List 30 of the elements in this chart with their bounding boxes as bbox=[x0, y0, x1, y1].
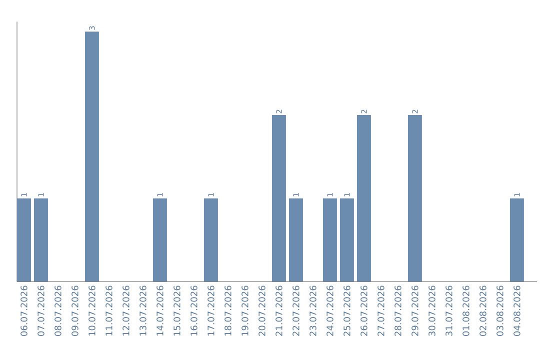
x-tick-label: 01.08.2026 bbox=[462, 286, 470, 336]
x-tick-label: 02.08.2026 bbox=[480, 286, 486, 336]
x-tick-label: 17.07.2026 bbox=[208, 286, 214, 336]
x-tick-label: 11.07.2026 bbox=[106, 286, 112, 336]
x-tick-label: 13.07.2026 bbox=[140, 286, 146, 336]
x-tick-label: 10.07.2026 bbox=[88, 286, 96, 336]
x-tick-label: 14.07.2026 bbox=[156, 286, 164, 336]
x-tick-label: 08.07.2026 bbox=[54, 286, 62, 336]
x-tick-label: 28.07.2026 bbox=[394, 286, 402, 336]
x-tick-label: 21.07.2026 bbox=[276, 286, 282, 336]
x-tick-label: 22.07.2026 bbox=[292, 286, 300, 336]
x-tick-label: 23.07.2026 bbox=[310, 286, 316, 336]
x-tick-label: 09.07.2026 bbox=[72, 286, 78, 336]
x-tick-label: 29.07.2026 bbox=[412, 286, 418, 336]
x-tick-label: 18.07.2026 bbox=[224, 286, 232, 336]
x-tick-label: 06.07.2026 bbox=[20, 286, 28, 336]
x-tick-label: 04.08.2026 bbox=[514, 286, 520, 336]
x-tick-label: 30.07.2026 bbox=[428, 286, 436, 336]
x-tick-label: 16.07.2026 bbox=[190, 286, 198, 336]
x-tick-label: 24.07.2026 bbox=[326, 286, 334, 336]
x-tick-label: 19.07.2026 bbox=[242, 286, 248, 336]
x-tick-label: 20.07.2026 bbox=[258, 286, 266, 336]
x-tick-label: 12.07.2026 bbox=[122, 286, 130, 336]
x-tick-label: 07.07.2026 bbox=[38, 286, 44, 336]
x-tick-label: 31.07.2026 bbox=[446, 286, 452, 336]
x-tick-label: 27.07.2026 bbox=[378, 286, 384, 336]
x-tick-label: 26.07.2026 bbox=[360, 286, 368, 336]
x-tick-label: 15.07.2026 bbox=[174, 286, 180, 336]
x-tick-label: 03.08.2026 bbox=[496, 286, 504, 336]
x-tick-label: 25.07.2026 bbox=[344, 286, 350, 336]
